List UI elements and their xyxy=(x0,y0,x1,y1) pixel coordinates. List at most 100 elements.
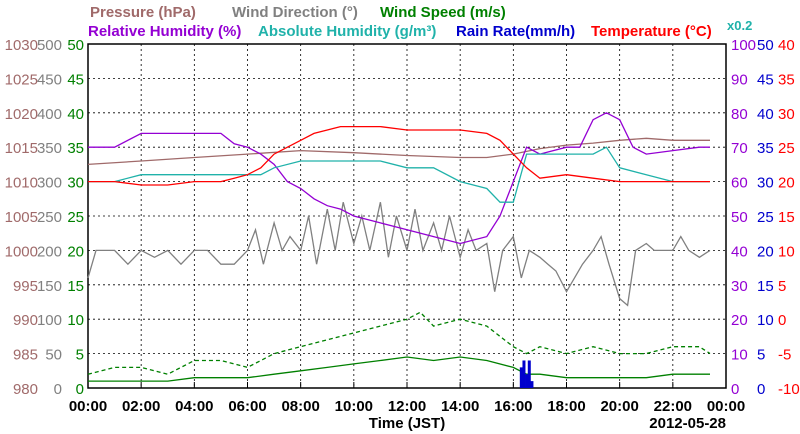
x-axis: 00:00 02:00 04:00 06:00 08:00 10:00 12:00 14:00… xyxy=(69,382,745,415)
y-tick-label-wind-speed: 15 xyxy=(67,278,84,295)
x-tick-label: 00:00 xyxy=(69,398,107,415)
x-tick-label: 20:00 xyxy=(600,398,638,415)
x-tick-label: 00:00 xyxy=(707,398,745,415)
y-tick-label-relative-humidity: 0 xyxy=(731,381,739,398)
y-tick-label-wind-speed: 50 xyxy=(67,37,84,54)
y-tick-label-wind-speed: 30 xyxy=(67,175,84,192)
y-tick-label-abs-humidity-rain: 5 xyxy=(757,347,765,364)
y-tick-label-relative-humidity: 40 xyxy=(731,243,748,260)
y-tick-label-wind-direction: 300 xyxy=(37,175,62,192)
y-tick-label-relative-humidity: 30 xyxy=(731,278,748,295)
y-tick-label-abs-humidity-rain: 40 xyxy=(757,106,774,123)
y-tick-label-temperature: 15 xyxy=(778,209,795,226)
y-tick-label-relative-humidity: 90 xyxy=(731,71,748,88)
y-tick-label-wind-speed: 0 xyxy=(76,381,84,398)
y-tick-label-relative-humidity: 20 xyxy=(731,312,748,329)
legend-temperature: Temperature (°C) xyxy=(591,23,712,40)
y-tick-label-pressure: 1000 xyxy=(5,243,38,260)
y-tick-label-relative-humidity: 100 xyxy=(731,37,756,54)
y-tick-label-wind-speed: 20 xyxy=(67,243,84,260)
x-tick-label: 08:00 xyxy=(281,398,319,415)
y-tick-label-abs-humidity-rain: 25 xyxy=(757,209,774,226)
y-tick-label-wind-direction: 500 xyxy=(37,37,62,54)
series-line-wind-direction xyxy=(87,202,711,307)
y-tick-label-relative-humidity: 10 xyxy=(731,347,748,364)
y-tick-label-pressure: 1025 xyxy=(5,71,38,88)
legend-rain-rate: Rain Rate(mm/h) xyxy=(456,23,575,40)
y-tick-label-temperature: 10 xyxy=(778,243,795,260)
y-tick-label-temperature: -10 xyxy=(778,381,800,398)
series-line-pressure xyxy=(87,137,710,166)
y-tick-label-temperature: 40 xyxy=(778,37,795,54)
y-tick-label-wind-direction: 450 xyxy=(37,71,62,88)
y-tick-label-temperature: -5 xyxy=(778,347,791,364)
x-axis-label: Time (JST) xyxy=(369,415,445,432)
x-tick-label: 22:00 xyxy=(654,398,692,415)
y-tick-label-abs-humidity-rain: 30 xyxy=(757,175,774,192)
legend-pressure: Pressure (hPa) xyxy=(90,4,196,21)
legend-wind-direction: Wind Direction (°) xyxy=(232,4,358,21)
y-tick-label-wind-speed: 40 xyxy=(67,106,84,123)
series-line-temperature xyxy=(88,125,710,186)
y-tick-label-wind-speed: 5 xyxy=(76,347,84,364)
series-line-wind-speed xyxy=(88,356,710,382)
scale-note: x0.2 xyxy=(727,18,752,33)
date-label: 2012-05-28 xyxy=(649,415,726,432)
y-tick-label-temperature: 5 xyxy=(778,278,786,295)
y-tick-label-abs-humidity-rain: 10 xyxy=(757,312,774,329)
y-tick-label-abs-humidity-rain: 35 xyxy=(757,140,774,157)
y-tick-label-wind-direction: 350 xyxy=(37,140,62,157)
y-tick-label-wind-speed: 25 xyxy=(67,209,84,226)
series xyxy=(87,112,711,388)
y-tick-label-wind-direction: 200 xyxy=(37,243,62,260)
y-tick-label-temperature: 35 xyxy=(778,71,795,88)
legend-absolute-humidity: Absolute Humidity (g/m³) xyxy=(258,23,436,40)
series-line-absolute-humidity xyxy=(88,146,710,203)
legend: Pressure (hPa) Wind Direction (°) Wind S… xyxy=(88,4,752,40)
y-axes: 1030102510201015101010051000995990985980… xyxy=(5,37,800,398)
legend-wind-speed: Wind Speed (m/s) xyxy=(380,4,506,21)
y-tick-label-relative-humidity: 80 xyxy=(731,106,748,123)
y-tick-label-pressure: 1010 xyxy=(5,175,38,192)
y-tick-label-relative-humidity: 50 xyxy=(731,209,748,226)
x-tick-label: 02:00 xyxy=(122,398,160,415)
rain-bar xyxy=(522,360,526,388)
y-tick-label-abs-humidity-rain: 0 xyxy=(757,381,765,398)
x-tick-label: 16:00 xyxy=(494,398,532,415)
y-tick-label-abs-humidity-rain: 15 xyxy=(757,278,774,295)
y-tick-label-wind-direction: 250 xyxy=(37,209,62,226)
rain-bar xyxy=(525,374,529,388)
rain-bar xyxy=(530,381,534,388)
y-tick-label-pressure: 1005 xyxy=(5,209,38,226)
y-tick-label-temperature: 0 xyxy=(778,312,786,329)
grid xyxy=(88,44,726,388)
x-tick-label: 14:00 xyxy=(441,398,479,415)
y-tick-label-temperature: 25 xyxy=(778,140,795,157)
x-tick-label: 18:00 xyxy=(547,398,585,415)
y-tick-label-temperature: 20 xyxy=(778,175,795,192)
x-tick-label: 10:00 xyxy=(335,398,373,415)
series-line-relative-humidity xyxy=(88,112,710,245)
x-tick-label: 12:00 xyxy=(388,398,426,415)
y-tick-label-relative-humidity: 70 xyxy=(731,140,748,157)
y-tick-label-pressure: 980 xyxy=(13,381,38,398)
x-tick-label: 04:00 xyxy=(175,398,213,415)
y-tick-label-abs-humidity-rain: 20 xyxy=(757,243,774,260)
y-tick-label-pressure: 1020 xyxy=(5,106,38,123)
y-tick-label-wind-direction: 400 xyxy=(37,106,62,123)
x-tick-label: 06:00 xyxy=(228,398,266,415)
y-tick-label-wind-speed: 35 xyxy=(67,140,84,157)
y-tick-label-pressure: 1030 xyxy=(5,37,38,54)
rain-bar xyxy=(519,367,523,388)
y-tick-label-wind-direction: 100 xyxy=(37,312,62,329)
legend-relative-humidity: Relative Humidity (%) xyxy=(88,23,241,40)
y-tick-label-relative-humidity: 60 xyxy=(731,175,748,192)
y-tick-label-pressure: 1015 xyxy=(5,140,38,157)
y-tick-label-wind-direction: 150 xyxy=(37,278,62,295)
y-tick-label-pressure: 990 xyxy=(13,312,38,329)
y-tick-label-pressure: 995 xyxy=(13,278,38,295)
y-tick-label-temperature: 30 xyxy=(778,106,795,123)
y-tick-label-abs-humidity-rain: 50 xyxy=(757,37,774,54)
rain-bar xyxy=(527,360,531,388)
